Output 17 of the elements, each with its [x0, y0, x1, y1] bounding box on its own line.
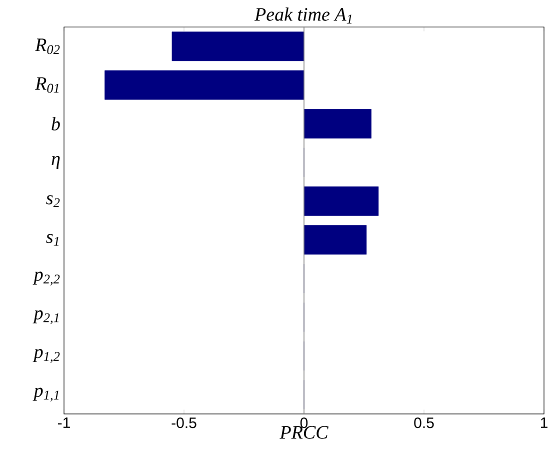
y-tick-label: s$_{1}$ — [46, 234, 59, 246]
x-tick-label: 0 — [300, 418, 308, 428]
x-tick-label: -1 — [58, 418, 70, 428]
y-tick-label: b — [52, 117, 60, 130]
y-tick-label: p$_{1,2}$ — [32, 349, 60, 363]
y-tick-label: R$_{02}$ — [34, 38, 60, 54]
y-tick-label: η — [52, 156, 60, 169]
x-tick-label: 0.5 — [414, 418, 434, 428]
x-tick-label: 1 — [540, 418, 548, 428]
y-tick-label: p$_{1,1}$ — [32, 388, 59, 402]
y-tick-label: s$_{2}$ — [46, 195, 60, 208]
y-tick-label: p$_{2,1}$ — [32, 310, 59, 324]
x-tick-label: -0.5 — [172, 418, 196, 428]
y-tick-label: p$_{2,2}$ — [32, 272, 60, 286]
x-axis-title: PRCC — [280, 426, 328, 439]
chart-title: Peak time A$_{1}$ — [254, 7, 352, 24]
y-tick-label: R$_{01}$ — [34, 77, 59, 93]
